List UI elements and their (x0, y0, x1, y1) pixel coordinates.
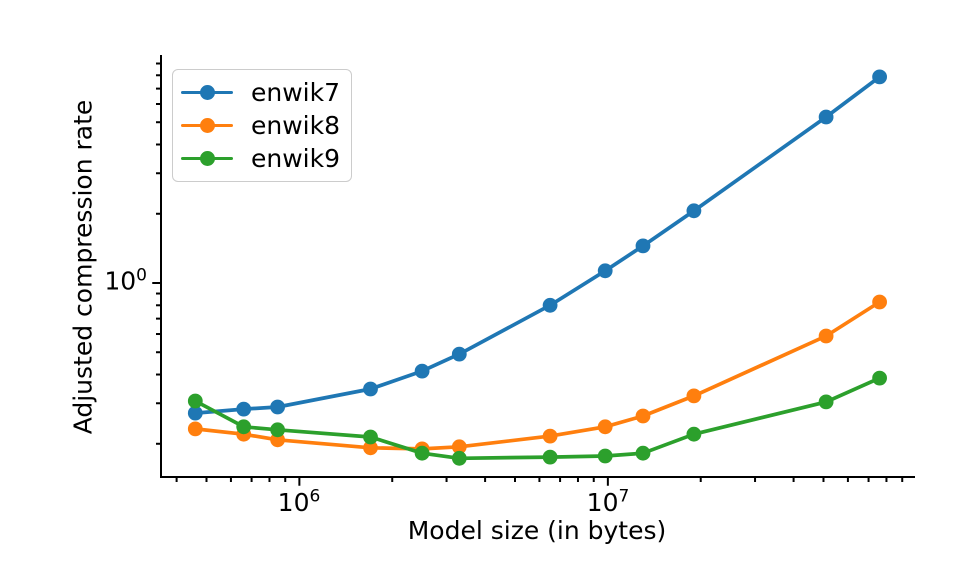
data-point (635, 238, 651, 254)
data-point (818, 328, 834, 344)
series-line (193, 300, 882, 451)
x-axis-label: Model size (in bytes) (407, 516, 667, 545)
data-point (872, 370, 887, 386)
series-line (193, 376, 882, 461)
data-point (451, 346, 467, 362)
tick-base: 10 (104, 266, 137, 296)
legend-item-enwik8: enwik8 (181, 109, 351, 142)
legend-label: enwik7 (251, 78, 341, 107)
data-point (635, 445, 651, 461)
axis-ticks (152, 62, 904, 486)
data-point (236, 419, 252, 435)
data-point (597, 448, 613, 464)
legend-label: enwik8 (251, 111, 341, 140)
data-point (451, 439, 467, 455)
legend-item-enwik7: enwik7 (181, 76, 351, 109)
data-point (542, 297, 558, 313)
data-point (542, 428, 558, 444)
legend-line-marker-icon (181, 151, 233, 167)
data-point (686, 426, 702, 442)
data-point (363, 429, 378, 445)
series-enwik7 (187, 69, 887, 421)
tick-base: 10 (586, 488, 619, 517)
data-point (597, 419, 613, 435)
legend-label: enwik9 (251, 144, 341, 173)
data-point (187, 421, 203, 437)
tick-exponent: 6 (309, 486, 321, 507)
x-tick-label-1e7: 107 (586, 486, 630, 518)
tick-exponent: 7 (618, 486, 630, 507)
y-axis-label: Adjusted compression rate (68, 99, 98, 435)
data-point (542, 449, 558, 465)
data-point (818, 109, 834, 125)
data-point (686, 203, 702, 219)
data-point (187, 393, 203, 409)
data-point (414, 445, 430, 461)
series-enwik9 (187, 370, 887, 466)
series-enwik8 (187, 294, 887, 457)
tick-base: 10 (277, 488, 310, 517)
data-point (872, 294, 887, 310)
tick-exponent: 0 (136, 265, 147, 286)
data-point (414, 363, 430, 379)
y-tick-label-1e0: 100 (104, 265, 147, 297)
x-tick-label-1e6: 106 (277, 486, 321, 518)
data-point (451, 450, 467, 466)
data-point (686, 388, 702, 404)
data-point (270, 422, 285, 438)
data-point (187, 405, 203, 421)
data-point (597, 263, 613, 279)
data-point (635, 408, 651, 424)
data-point (270, 399, 285, 415)
legend-line-marker-icon (181, 85, 233, 101)
data-point (363, 381, 378, 397)
legend-item-enwik9: enwik9 (181, 142, 351, 175)
legend-line-marker-icon (181, 118, 233, 134)
data-point (872, 69, 887, 85)
legend: enwik7 enwik8 enwik9 (172, 69, 352, 182)
data-point (236, 401, 252, 417)
data-point (818, 394, 834, 410)
data-point (363, 440, 378, 456)
